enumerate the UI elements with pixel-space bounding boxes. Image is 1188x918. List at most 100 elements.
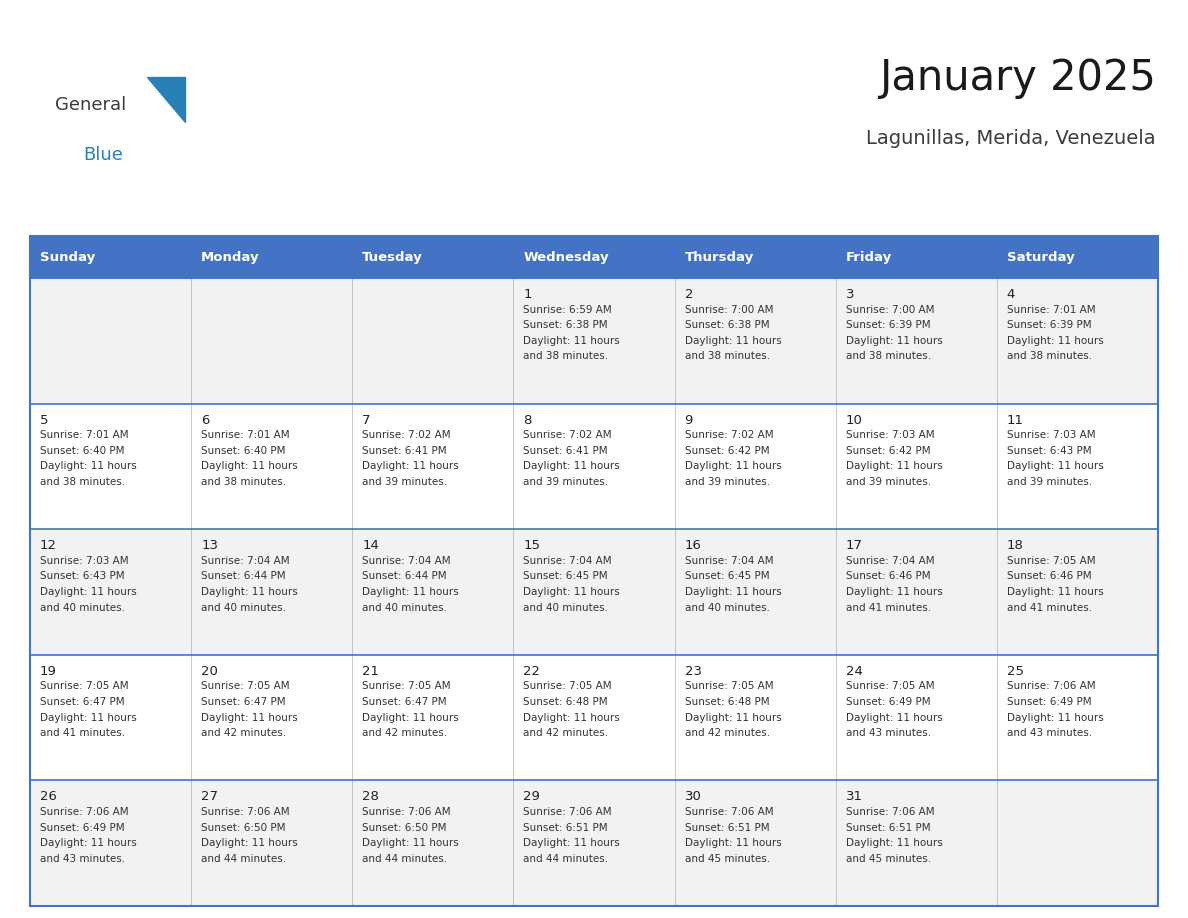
Text: Daylight: 11 hours: Daylight: 11 hours	[1007, 336, 1104, 346]
Text: 2: 2	[684, 288, 693, 301]
Text: 15: 15	[524, 539, 541, 553]
Text: Daylight: 11 hours: Daylight: 11 hours	[524, 587, 620, 597]
Text: Daylight: 11 hours: Daylight: 11 hours	[40, 838, 137, 848]
Bar	[30, 236, 191, 278]
Text: Daylight: 11 hours: Daylight: 11 hours	[1007, 462, 1104, 471]
Bar	[191, 236, 353, 278]
Text: and 42 minutes.: and 42 minutes.	[201, 728, 286, 738]
Text: Sunrise: 7:05 AM: Sunrise: 7:05 AM	[684, 681, 773, 691]
Text: Sunrise: 7:06 AM: Sunrise: 7:06 AM	[684, 807, 773, 817]
Text: Sunrise: 7:01 AM: Sunrise: 7:01 AM	[201, 431, 290, 440]
Text: Lagunillas, Merida, Venezuela: Lagunillas, Merida, Venezuela	[866, 129, 1156, 148]
Text: Wednesday: Wednesday	[524, 251, 609, 263]
Text: Sunset: 6:46 PM: Sunset: 6:46 PM	[846, 571, 930, 581]
Text: Saturday: Saturday	[1007, 251, 1075, 263]
Text: Sunset: 6:49 PM: Sunset: 6:49 PM	[846, 697, 930, 707]
Text: and 43 minutes.: and 43 minutes.	[846, 728, 931, 738]
Text: Sunset: 6:44 PM: Sunset: 6:44 PM	[201, 571, 286, 581]
Text: 9: 9	[684, 414, 693, 427]
Text: Sunset: 6:47 PM: Sunset: 6:47 PM	[40, 697, 125, 707]
Text: Tuesday: Tuesday	[362, 251, 423, 263]
Text: and 43 minutes.: and 43 minutes.	[1007, 728, 1092, 738]
Text: 8: 8	[524, 414, 532, 427]
Text: Sunrise: 7:04 AM: Sunrise: 7:04 AM	[201, 555, 290, 565]
Text: Sunset: 6:48 PM: Sunset: 6:48 PM	[524, 697, 608, 707]
Text: 13: 13	[201, 539, 219, 553]
Text: Sunrise: 7:02 AM: Sunrise: 7:02 AM	[524, 431, 612, 440]
Text: 26: 26	[40, 790, 57, 803]
Text: Daylight: 11 hours: Daylight: 11 hours	[40, 587, 137, 597]
Text: and 44 minutes.: and 44 minutes.	[524, 854, 608, 864]
Text: and 40 minutes.: and 40 minutes.	[684, 602, 770, 612]
Text: 17: 17	[846, 539, 862, 553]
Bar	[30, 278, 1158, 404]
Text: Sunset: 6:51 PM: Sunset: 6:51 PM	[524, 823, 608, 833]
Text: and 40 minutes.: and 40 minutes.	[524, 602, 608, 612]
Text: Sunset: 6:40 PM: Sunset: 6:40 PM	[201, 446, 285, 455]
Text: 6: 6	[201, 414, 209, 427]
Text: Sunrise: 7:04 AM: Sunrise: 7:04 AM	[684, 555, 773, 565]
Text: and 42 minutes.: and 42 minutes.	[362, 728, 448, 738]
Text: Daylight: 11 hours: Daylight: 11 hours	[201, 462, 298, 471]
Text: Sunrise: 7:04 AM: Sunrise: 7:04 AM	[846, 555, 934, 565]
Text: General: General	[55, 96, 126, 114]
Text: Sunset: 6:44 PM: Sunset: 6:44 PM	[362, 571, 447, 581]
Bar	[675, 236, 835, 278]
Text: Daylight: 11 hours: Daylight: 11 hours	[684, 712, 782, 722]
Text: 24: 24	[846, 665, 862, 677]
Text: Sunrise: 7:05 AM: Sunrise: 7:05 AM	[201, 681, 290, 691]
Text: Sunset: 6:51 PM: Sunset: 6:51 PM	[684, 823, 769, 833]
Text: 28: 28	[362, 790, 379, 803]
Text: Sunset: 6:39 PM: Sunset: 6:39 PM	[1007, 320, 1092, 330]
Text: and 38 minutes.: and 38 minutes.	[684, 352, 770, 362]
Text: Daylight: 11 hours: Daylight: 11 hours	[40, 712, 137, 722]
Text: Sunset: 6:46 PM: Sunset: 6:46 PM	[1007, 571, 1092, 581]
Text: and 42 minutes.: and 42 minutes.	[684, 728, 770, 738]
Text: 19: 19	[40, 665, 57, 677]
Text: 27: 27	[201, 790, 219, 803]
Text: Sunset: 6:38 PM: Sunset: 6:38 PM	[684, 320, 769, 330]
Text: Sunrise: 7:05 AM: Sunrise: 7:05 AM	[40, 681, 128, 691]
Text: Sunrise: 7:06 AM: Sunrise: 7:06 AM	[1007, 681, 1095, 691]
Text: Daylight: 11 hours: Daylight: 11 hours	[524, 712, 620, 722]
Text: Sunrise: 7:06 AM: Sunrise: 7:06 AM	[362, 807, 451, 817]
Text: Sunrise: 7:05 AM: Sunrise: 7:05 AM	[846, 681, 934, 691]
Text: and 40 minutes.: and 40 minutes.	[40, 602, 125, 612]
Text: 4: 4	[1007, 288, 1016, 301]
Text: Daylight: 11 hours: Daylight: 11 hours	[524, 336, 620, 346]
Text: Daylight: 11 hours: Daylight: 11 hours	[846, 587, 942, 597]
Bar	[835, 236, 997, 278]
Text: Sunset: 6:41 PM: Sunset: 6:41 PM	[524, 446, 608, 455]
Text: Daylight: 11 hours: Daylight: 11 hours	[846, 462, 942, 471]
Text: and 44 minutes.: and 44 minutes.	[201, 854, 286, 864]
Text: 22: 22	[524, 665, 541, 677]
Text: Sunset: 6:42 PM: Sunset: 6:42 PM	[846, 446, 930, 455]
Text: and 39 minutes.: and 39 minutes.	[362, 477, 448, 487]
Text: Daylight: 11 hours: Daylight: 11 hours	[524, 838, 620, 848]
Text: Sunrise: 7:00 AM: Sunrise: 7:00 AM	[846, 305, 934, 315]
Text: 1: 1	[524, 288, 532, 301]
Text: Daylight: 11 hours: Daylight: 11 hours	[846, 336, 942, 346]
Text: Sunset: 6:47 PM: Sunset: 6:47 PM	[362, 697, 447, 707]
Text: Sunset: 6:43 PM: Sunset: 6:43 PM	[1007, 446, 1092, 455]
Text: Daylight: 11 hours: Daylight: 11 hours	[1007, 587, 1104, 597]
Text: 11: 11	[1007, 414, 1024, 427]
Text: 7: 7	[362, 414, 371, 427]
Text: Sunset: 6:43 PM: Sunset: 6:43 PM	[40, 571, 125, 581]
Text: and 40 minutes.: and 40 minutes.	[201, 602, 286, 612]
Text: and 41 minutes.: and 41 minutes.	[1007, 602, 1092, 612]
Text: Sunset: 6:39 PM: Sunset: 6:39 PM	[846, 320, 930, 330]
Text: Sunrise: 7:02 AM: Sunrise: 7:02 AM	[362, 431, 451, 440]
Text: and 39 minutes.: and 39 minutes.	[684, 477, 770, 487]
Text: Sunset: 6:41 PM: Sunset: 6:41 PM	[362, 446, 447, 455]
Text: Sunset: 6:49 PM: Sunset: 6:49 PM	[1007, 697, 1092, 707]
Text: and 40 minutes.: and 40 minutes.	[362, 602, 448, 612]
Text: Sunset: 6:40 PM: Sunset: 6:40 PM	[40, 446, 125, 455]
Text: and 39 minutes.: and 39 minutes.	[524, 477, 608, 487]
Text: Sunday: Sunday	[40, 251, 95, 263]
Text: Sunrise: 7:06 AM: Sunrise: 7:06 AM	[846, 807, 934, 817]
Text: Daylight: 11 hours: Daylight: 11 hours	[362, 462, 459, 471]
Text: and 39 minutes.: and 39 minutes.	[846, 477, 931, 487]
Text: Daylight: 11 hours: Daylight: 11 hours	[362, 587, 459, 597]
Text: 31: 31	[846, 790, 862, 803]
